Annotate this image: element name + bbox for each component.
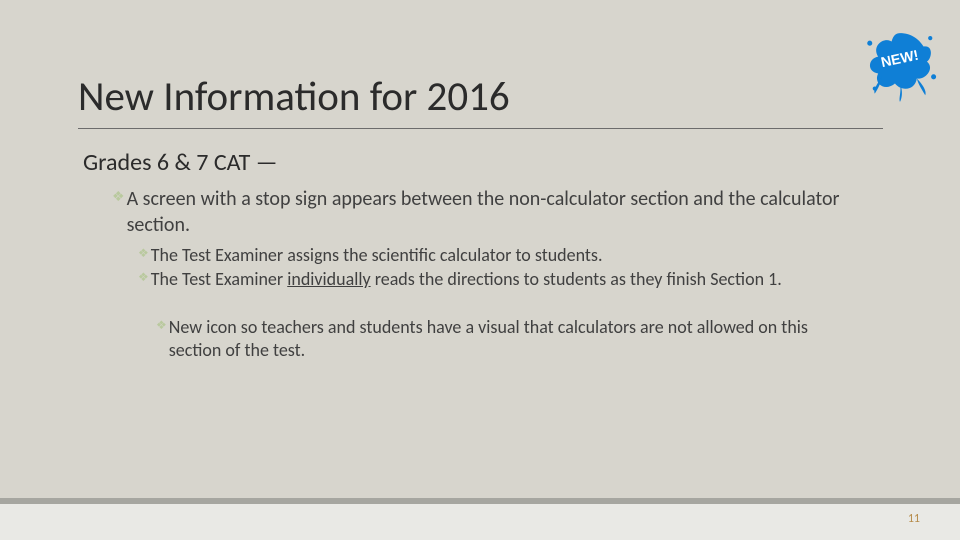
page-number: 11 [908,512,920,526]
footer-bar [0,504,960,540]
slide: NEW! New Information for 2016 Grades 6 &… [0,0,960,540]
bullet-text-underlined: individually [287,268,370,290]
diamond-bullet-icon: ❖ [156,320,167,332]
bullet-level2: ❖ The Test Examiner individually reads t… [138,268,848,291]
new-badge: NEW! [858,18,942,102]
subtitle: Grades 6 & 7 CAT — [83,148,278,177]
bullet-level2: ❖ The Test Examiner assigns the scientif… [138,244,848,267]
diamond-bullet-icon: ❖ [112,190,125,204]
bullet-level2: ❖ New icon so teachers and students have… [156,316,848,362]
page-title: New Information for 2016 [78,72,510,122]
bullet-text: The Test Examiner individually reads the… [151,268,782,291]
bullet-text: The Test Examiner assigns the scientific… [151,244,603,267]
bullet-text-segment: The Test Examiner [151,268,287,290]
diamond-bullet-icon: ❖ [138,272,149,284]
splash-icon: NEW! [858,18,942,102]
bullet-level1: ❖ A screen with a stop sign appears betw… [112,186,852,238]
diamond-bullet-icon: ❖ [138,248,149,260]
bullet-text: New icon so teachers and students have a… [169,316,848,362]
bullet-text: A screen with a stop sign appears betwee… [127,186,852,238]
bullet-text-segment: reads the directions to students as they… [371,268,782,290]
title-underline [78,128,883,129]
